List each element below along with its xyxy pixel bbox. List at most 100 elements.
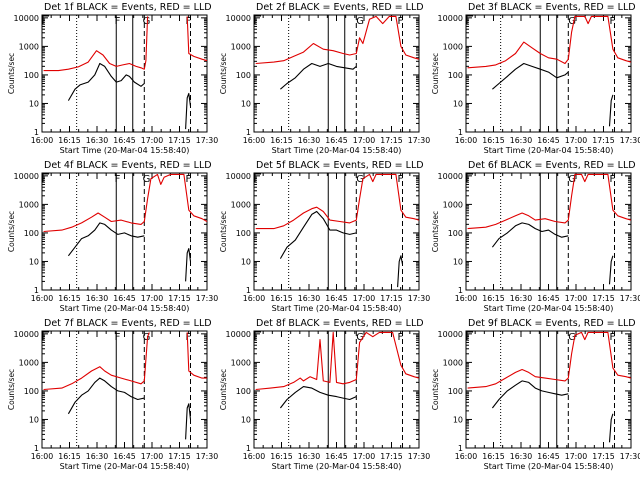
events-series-line	[67, 377, 145, 415]
plot-frame	[41, 330, 208, 449]
x-tick-label: 17:00	[141, 452, 164, 461]
y-tick-label: 1	[458, 286, 463, 295]
y-tick-label: 10	[29, 415, 39, 424]
y-axis-label: Counts/sec	[219, 369, 228, 410]
y-tick-label: 100	[236, 387, 251, 396]
x-tick-label: 17:15	[592, 452, 615, 461]
x-axis-label: Start Time (20-Mar-04 15:58:40)	[484, 462, 614, 471]
y-tick-label: 1000	[443, 358, 463, 367]
lld-series-line	[467, 15, 632, 69]
events-series-line	[185, 92, 192, 130]
x-tick-label: 16:30	[86, 136, 109, 145]
panel-title: Det 9f BLACK = Events, RED = LLD	[468, 318, 636, 329]
marker-letter: F	[115, 332, 121, 343]
x-tick-label: 16:15	[58, 452, 81, 461]
x-axis-label: Start Time (20-Mar-04 15:58:40)	[60, 146, 190, 155]
y-tick-label: 10000	[226, 14, 251, 23]
x-tick-label: 16:00	[31, 136, 54, 145]
y-tick-label: 1000	[19, 358, 39, 367]
corner-bracket	[42, 15, 49, 24]
lld-series-line	[255, 15, 420, 65]
events-series-line	[67, 222, 145, 257]
x-tick-label: 16:00	[31, 452, 54, 461]
y-tick-label: 10000	[438, 330, 463, 339]
y-tick-label: 1000	[443, 42, 463, 51]
x-tick-label: 16:15	[482, 452, 505, 461]
events-series-line	[492, 62, 569, 90]
corner-bracket	[466, 173, 473, 182]
marker-letter: F	[186, 332, 192, 343]
y-tick-label: 100	[448, 229, 463, 238]
x-tick-label: 16:30	[510, 136, 533, 145]
panel-title: Det 3f BLACK = Events, RED = LLD	[468, 2, 636, 13]
x-axis-label: Start Time (20-Mar-04 15:58:40)	[484, 304, 614, 313]
x-tick-label: 16:15	[482, 294, 505, 303]
events-series-line	[185, 403, 192, 440]
marker-letter: F	[398, 174, 404, 185]
x-tick-label: 16:15	[270, 452, 293, 461]
x-tick-label: 16:45	[537, 294, 560, 303]
lld-series-line	[43, 332, 150, 391]
panel-title: Det 6f BLACK = Events, RED = LLD	[468, 160, 636, 171]
detector-panel: Det 7f BLACK = Events, RED = LLD 1 10 100 10…	[7, 318, 218, 471]
y-tick-label: 100	[24, 387, 39, 396]
x-tick-label: 16:15	[58, 294, 81, 303]
panel-title: Det 7f BLACK = Events, RED = LLD	[44, 318, 212, 329]
corner-bracket	[466, 15, 473, 24]
x-tick-label: 16:45	[113, 136, 136, 145]
x-tick-label: 16:30	[298, 294, 321, 303]
x-tick-label: 17:15	[168, 452, 191, 461]
y-tick-label: 100	[24, 229, 39, 238]
x-axis-label: Start Time (20-Mar-04 15:58:40)	[272, 462, 402, 471]
marker-letter: G	[568, 16, 576, 27]
y-tick-label: 10	[241, 415, 251, 424]
x-tick-label: 17:30	[196, 452, 219, 461]
x-tick-label: 17:30	[620, 294, 640, 303]
x-tick-label: 16:45	[113, 452, 136, 461]
x-tick-label: 17:00	[141, 294, 164, 303]
x-tick-label: 16:00	[243, 136, 266, 145]
panel-title: Det 5f BLACK = Events, RED = LLD	[256, 160, 424, 171]
x-tick-label: 17:15	[592, 136, 615, 145]
detector-panel: Det 8f BLACK = Events, RED = LLD 1 10 100 10…	[219, 318, 430, 471]
x-axis-label: Start Time (20-Mar-04 15:58:40)	[60, 462, 190, 471]
marker-letter: F	[610, 16, 616, 27]
events-series-line	[397, 255, 404, 288]
x-tick-label: 16:30	[298, 136, 321, 145]
y-tick-label: 10	[241, 99, 251, 108]
marker-letter: G	[568, 332, 576, 343]
x-tick-label: 16:30	[86, 294, 109, 303]
y-tick-label: 10000	[226, 172, 251, 181]
x-tick-label: 16:45	[113, 294, 136, 303]
corner-bracket	[254, 331, 261, 340]
y-axis-label: Counts/sec	[7, 53, 16, 94]
x-tick-label: 16:45	[325, 136, 348, 145]
y-tick-label: 10	[241, 257, 251, 266]
y-tick-label: 1000	[19, 200, 39, 209]
y-tick-label: 1000	[231, 200, 251, 209]
lld-series-line	[43, 16, 149, 72]
y-tick-label: 10	[29, 99, 39, 108]
x-tick-label: 17:30	[408, 136, 431, 145]
panel-title: Det 1f BLACK = Events, RED = LLD	[44, 2, 212, 13]
x-tick-label: 17:15	[380, 452, 403, 461]
lld-series-line	[467, 331, 632, 389]
plot-frame	[41, 14, 208, 133]
x-tick-label: 17:00	[565, 452, 588, 461]
detector-panel: Det 9f BLACK = Events, RED = LLD 1 10 100 10…	[431, 318, 640, 471]
x-tick-label: 16:00	[455, 452, 478, 461]
x-tick-label: 17:00	[353, 136, 376, 145]
y-tick-label: 10000	[14, 330, 39, 339]
y-tick-label: 100	[236, 71, 251, 80]
marker-letter: G	[143, 332, 151, 343]
x-tick-label: 16:45	[325, 294, 348, 303]
y-tick-label: 1	[34, 444, 39, 453]
x-tick-label: 16:00	[455, 294, 478, 303]
marker-letter: F	[115, 174, 121, 185]
y-tick-label: 1	[458, 128, 463, 137]
plot-frame	[465, 172, 632, 291]
detector-panel: Det 1f BLACK = Events, RED = LLD 1 10 100 10…	[7, 2, 218, 155]
marker-letter: G	[356, 16, 364, 27]
marker-letter: F	[186, 16, 192, 27]
